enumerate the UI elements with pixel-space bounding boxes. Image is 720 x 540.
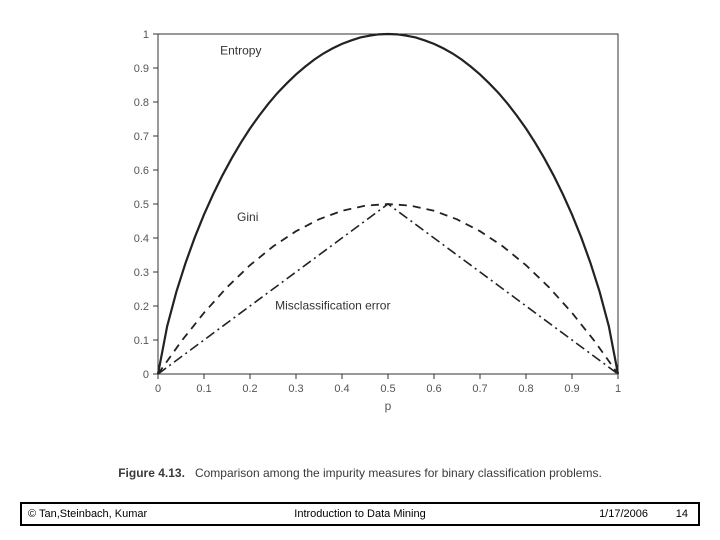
footer-title: Introduction to Data Mining — [294, 508, 425, 520]
figure-caption: Figure 4.13. Comparison among the impuri… — [0, 466, 720, 480]
x-tick-label: 0.4 — [334, 383, 349, 395]
chart-svg: 0 0.1 0.2 0.3 0.4 0.5 0.6 0.7 0.8 0.9 1 0 0.1 0.2 0.3 0… — [112, 24, 632, 424]
y-tick-label: 0.9 — [134, 63, 149, 75]
caption-text: Comparison among the impurity measures f… — [195, 466, 602, 480]
impurity-chart: 0 0.1 0.2 0.3 0.4 0.5 0.6 0.7 0.8 0.9 1 0 0.1 0.2 0.3 0… — [112, 24, 632, 424]
series-label-entropy: Entropy — [220, 43, 261, 57]
series-misclassification-error — [158, 204, 618, 374]
y-tick-label: 0.6 — [134, 165, 149, 177]
y-tick-label: 0.5 — [134, 199, 149, 211]
footer-page: 14 — [676, 508, 688, 520]
x-tick-label: 1 — [615, 383, 621, 395]
x-tick-label: 0.6 — [426, 383, 441, 395]
y-tick-label: 0.1 — [134, 335, 149, 347]
x-tick-label: 0 — [155, 383, 161, 395]
series-gini — [158, 204, 618, 374]
y-tick-label: 0.7 — [134, 131, 149, 143]
y-tick-label: 0 — [143, 369, 149, 381]
x-tick-label: 0.2 — [242, 383, 257, 395]
caption-prefix: Figure 4.13. — [118, 466, 185, 480]
y-tick-label: 0.4 — [134, 233, 149, 245]
footer-date: 1/17/2006 — [599, 508, 648, 520]
x-tick-label: 0.7 — [472, 383, 487, 395]
y-tick-label: 0.8 — [134, 97, 149, 109]
series-label-gini: Gini — [237, 210, 258, 224]
x-tick-label: 0.5 — [380, 383, 395, 395]
y-tick-label: 0.3 — [134, 267, 149, 279]
y-tick-label: 1 — [143, 29, 149, 41]
x-tick-label: 0.1 — [196, 383, 211, 395]
x-axis-label: p — [385, 399, 392, 413]
x-tick-label: 0.9 — [564, 383, 579, 395]
series-label-misclassification-error: Misclassification error — [275, 298, 390, 312]
x-tick-label: 0.8 — [518, 383, 533, 395]
y-tick-label: 0.2 — [134, 301, 149, 313]
slide-footer: © Tan,Steinbach, Kumar Introduction to D… — [20, 502, 700, 526]
x-tick-label: 0.3 — [288, 383, 303, 395]
footer-copyright: © Tan,Steinbach, Kumar — [28, 508, 147, 520]
